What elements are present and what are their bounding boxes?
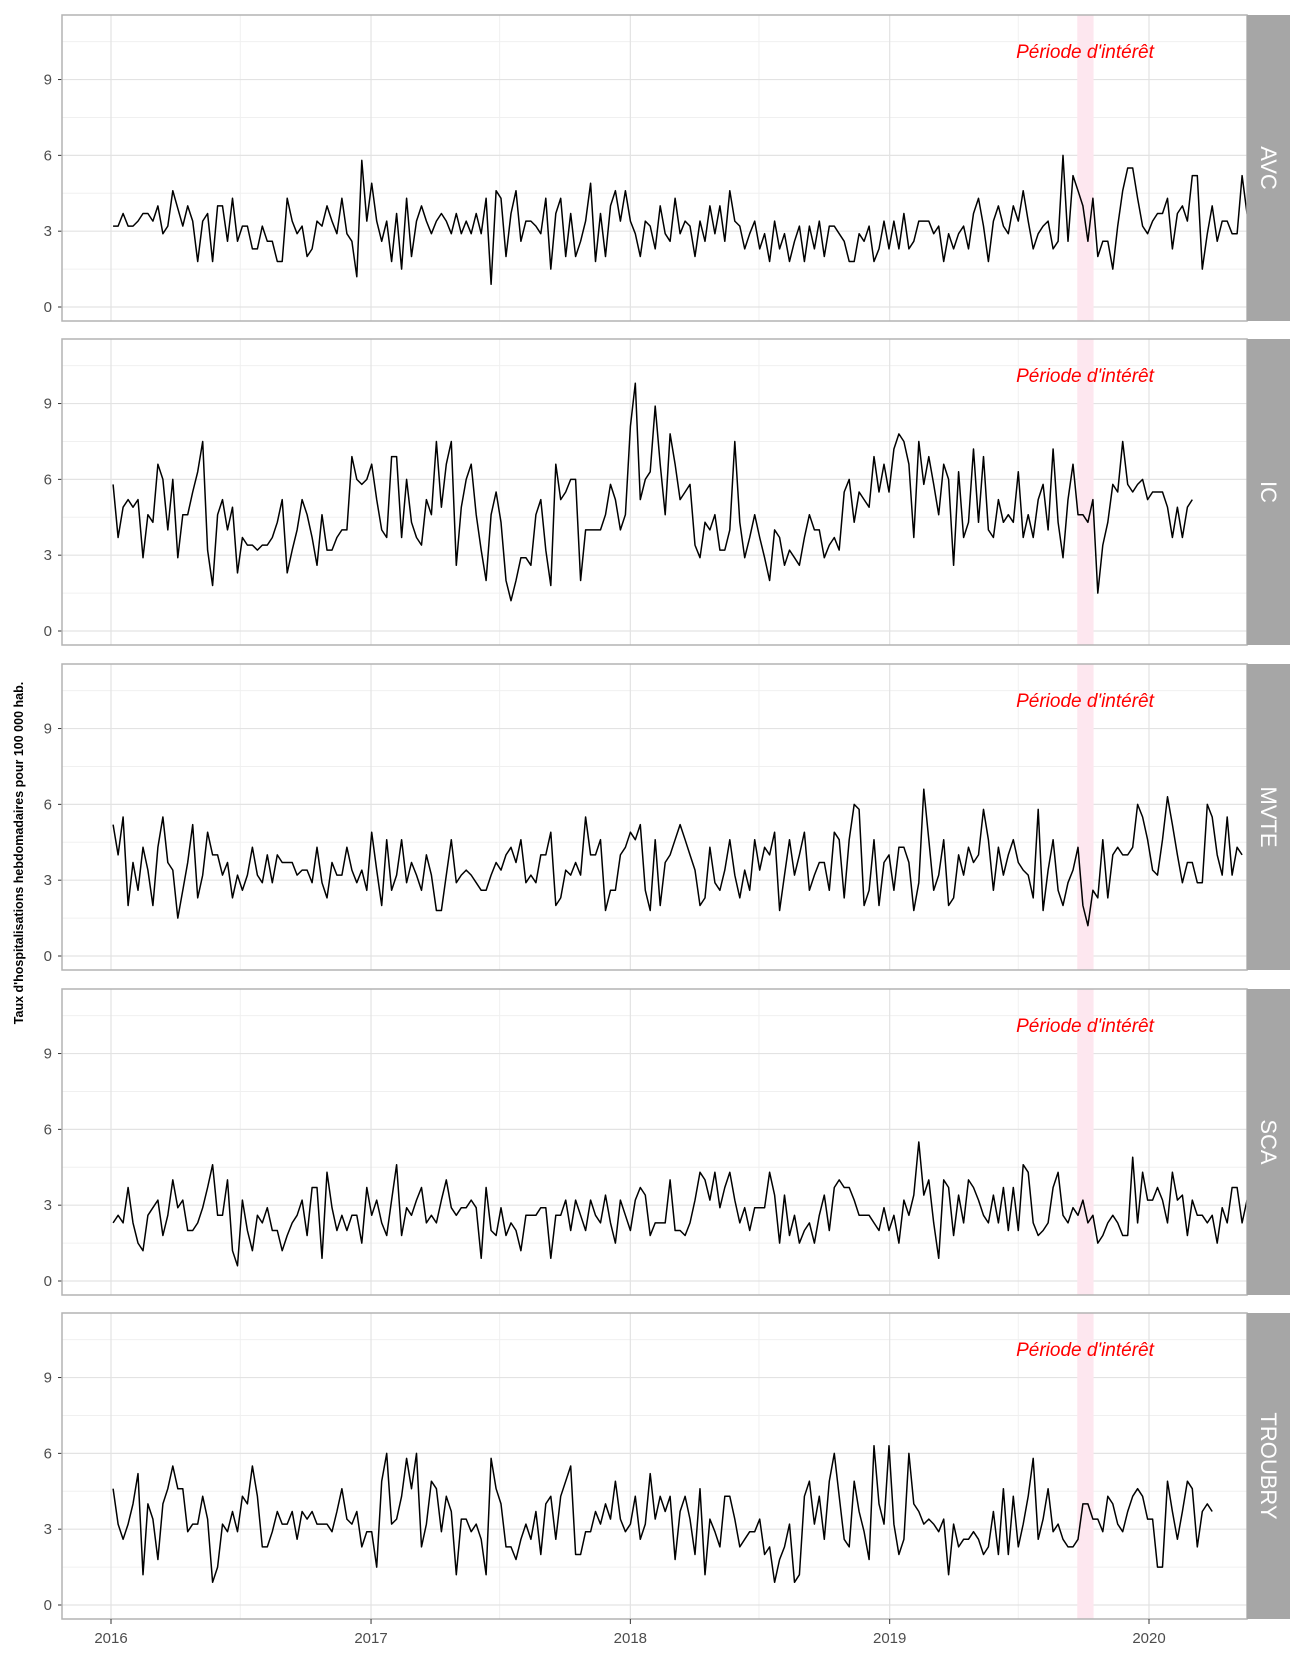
y-tick-label: 3 [44, 1197, 52, 1214]
panel-background [62, 664, 1247, 970]
facet-strip-label: SCA [1256, 1119, 1281, 1165]
series-line-avc [113, 154, 1268, 286]
y-axis-title: Taux d'hospitalisations hebdomadaires po… [12, 682, 26, 1024]
series-line-sca [112, 1141, 1278, 1267]
facet-strip-label: IC [1256, 481, 1281, 503]
facet-strip [1247, 989, 1290, 1295]
annotation-periode-interet: Période d'intérêt [1016, 1016, 1154, 1037]
y-tick-label: 9 [44, 721, 52, 738]
y-tick-label: 6 [44, 1121, 52, 1138]
facet-panel-avc: 0 3 6 9 Période d'intérêt AVC [44, 14, 1290, 322]
facet-strip-label: TROUBRY [1256, 1412, 1281, 1519]
facet-strip-label: MVTE [1256, 786, 1281, 847]
y-tick-label: 3 [44, 547, 52, 564]
x-tick-label: 2019 [873, 1630, 906, 1647]
facet-panel-mvte: 0 3 6 9 Période d'intérêt MVTE [44, 663, 1290, 971]
annotation-periode-interet: Période d'intérêt [1016, 1340, 1154, 1361]
y-tick-label: 9 [44, 396, 52, 413]
facet-strip [1247, 339, 1290, 645]
panel-background [62, 15, 1247, 321]
panel-background [62, 989, 1247, 1295]
facet-strip [1247, 15, 1290, 321]
y-tick-label: 0 [44, 299, 52, 316]
x-tick-label: 2018 [614, 1630, 647, 1647]
series-line-troubry [112, 1445, 1213, 1584]
facets: 0 3 6 9 Période d'intérêt AVC 0 3 6 9 Période d'in… [44, 14, 1290, 1620]
x-axis: 2016 2017 2018 2019 2020 [94, 1619, 1166, 1647]
annotation-periode-interet: Période d'intérêt [1016, 366, 1154, 387]
annotation-periode-interet: Période d'intérêt [1016, 42, 1154, 63]
highlight-period-band [1077, 989, 1094, 1295]
facet-strip [1247, 664, 1290, 970]
y-tick-label: 3 [44, 872, 52, 889]
series-line-mvte [112, 788, 1243, 927]
highlight-period-band [1077, 15, 1094, 321]
facet-strip [1247, 1313, 1290, 1619]
y-tick-label: 0 [44, 623, 52, 640]
y-tick-label: 6 [44, 796, 52, 813]
y-tick-label: 3 [44, 1521, 52, 1538]
x-tick-label: 2020 [1132, 1630, 1165, 1647]
panel-background [62, 1313, 1247, 1619]
panel-background [62, 339, 1247, 645]
y-tick-label: 9 [44, 1370, 52, 1387]
highlight-period-band [1077, 339, 1094, 645]
x-tick-label: 2017 [354, 1630, 387, 1647]
y-tick-label: 6 [44, 1445, 52, 1462]
y-tick-label: 0 [44, 1273, 52, 1290]
x-tick-label: 2016 [94, 1630, 127, 1647]
series-line-ic [112, 382, 1193, 602]
facet-panel-troubry: 0 3 6 9 Période d'intérêt TROUBRY [44, 1312, 1290, 1620]
y-tick-label: 3 [44, 223, 52, 240]
y-tick-label: 0 [44, 948, 52, 965]
facet-strip-label: AVC [1256, 146, 1281, 190]
facet-panel-sca: 0 3 6 9 Période d'intérêt SCA [44, 988, 1290, 1296]
highlight-period-band [1077, 1313, 1094, 1619]
y-tick-label: 9 [44, 1046, 52, 1063]
y-tick-label: 0 [44, 1597, 52, 1614]
facet-panel-ic: 0 3 6 9 Période d'intérêt IC [44, 338, 1290, 646]
y-tick-label: 9 [44, 72, 52, 89]
y-tick-label: 6 [44, 471, 52, 488]
y-tick-label: 6 [44, 147, 52, 164]
annotation-periode-interet: Période d'intérêt [1016, 691, 1154, 712]
